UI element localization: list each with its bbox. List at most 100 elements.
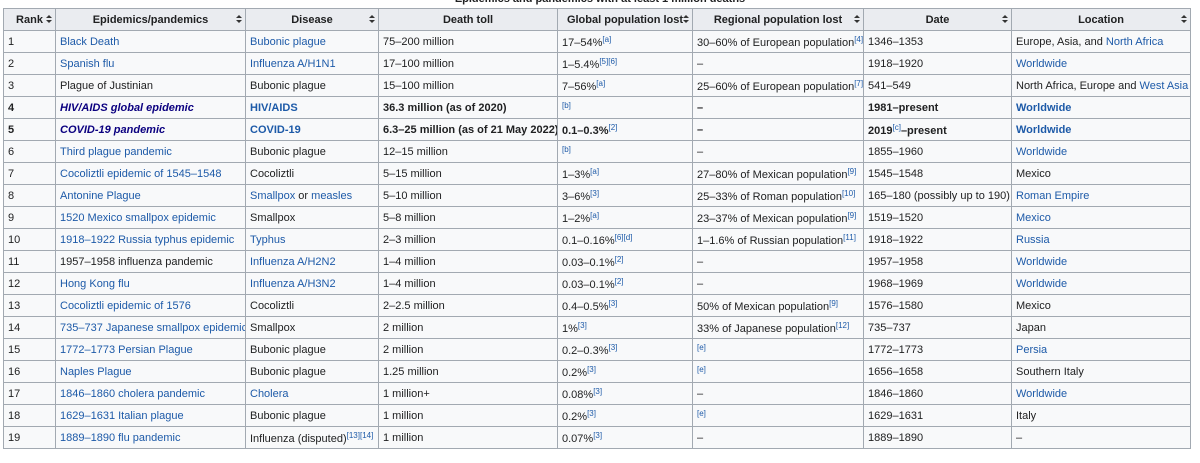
link[interactable]: Smallpox bbox=[250, 189, 296, 202]
reference[interactable]: [9] bbox=[829, 298, 838, 308]
link[interactable]: Influenza A/H2N2 bbox=[250, 255, 336, 268]
reference[interactable]: [a] bbox=[590, 210, 600, 220]
link[interactable]: Cocoliztli epidemic of 1576 bbox=[60, 299, 191, 312]
table-cell: – bbox=[692, 426, 864, 449]
cell-text: 6 bbox=[8, 145, 15, 158]
reference[interactable]: [3] bbox=[593, 430, 603, 440]
column-header[interactable]: Epidemics/pandemics bbox=[55, 8, 246, 31]
link[interactable]: Spanish flu bbox=[60, 57, 115, 70]
link[interactable]: Worldwide bbox=[1016, 101, 1072, 114]
link[interactable]: Antonine Plague bbox=[60, 189, 141, 202]
reference[interactable]: [3] bbox=[590, 188, 600, 198]
link[interactable]: Hong Kong flu bbox=[60, 277, 130, 290]
link[interactable]: Influenza A/H3N2 bbox=[250, 277, 336, 290]
table-cell: Typhus bbox=[245, 228, 379, 251]
reference[interactable]: [3] bbox=[593, 386, 603, 396]
table-cell: 1 bbox=[3, 30, 56, 53]
link[interactable]: Roman Empire bbox=[1016, 189, 1090, 202]
reference[interactable]: [12] bbox=[835, 320, 850, 330]
reference[interactable]: [13] bbox=[346, 430, 360, 440]
cell-text: Cocoliztli bbox=[250, 299, 295, 312]
reference[interactable]: [b] bbox=[562, 100, 571, 110]
reference[interactable]: [b] bbox=[562, 144, 571, 154]
cell-text: 1889–1890 bbox=[868, 431, 924, 444]
reference[interactable]: [d] bbox=[623, 232, 633, 242]
column-header[interactable]: Death toll bbox=[378, 8, 558, 31]
reference[interactable]: [e] bbox=[697, 342, 706, 352]
link[interactable]: West Asia bbox=[1139, 79, 1189, 92]
reference[interactable]: [a] bbox=[596, 78, 606, 88]
column-header[interactable]: Global population lost bbox=[557, 8, 693, 31]
cell-text: 1545–1548 bbox=[868, 167, 924, 180]
link[interactable]: 1889–1890 flu pandemic bbox=[60, 431, 181, 444]
link[interactable]: Bubonic plague bbox=[250, 35, 326, 48]
link[interactable]: Black Death bbox=[60, 35, 120, 48]
link[interactable]: COVID-19 pandemic bbox=[60, 123, 166, 136]
link[interactable]: Cocoliztli epidemic of 1545–1548 bbox=[60, 167, 222, 180]
reference[interactable]: [3] bbox=[608, 342, 618, 352]
link[interactable]: Worldwide bbox=[1016, 255, 1068, 268]
link[interactable]: HIV/AIDS global epidemic bbox=[60, 101, 194, 114]
reference[interactable]: [6] bbox=[614, 232, 624, 242]
link[interactable]: COVID-19 bbox=[250, 123, 301, 136]
link[interactable]: 1629–1631 Italian plague bbox=[60, 409, 184, 422]
table-row: 3 Plague of Justinian Bubonic plague 15–100… bbox=[3, 74, 1191, 97]
link[interactable]: North Africa bbox=[1105, 35, 1164, 48]
link[interactable]: Worldwide bbox=[1016, 387, 1068, 400]
link[interactable]: Influenza A/H1N1 bbox=[250, 57, 336, 70]
link[interactable]: 735–737 Japanese smallpox epidemic bbox=[60, 321, 246, 334]
link[interactable]: Worldwide bbox=[1016, 123, 1072, 136]
link[interactable]: Persia bbox=[1016, 343, 1048, 356]
link[interactable]: 1520 Mexico smallpox epidemic bbox=[60, 211, 216, 224]
reference[interactable]: [7] bbox=[854, 78, 864, 88]
reference[interactable]: [3] bbox=[587, 364, 596, 374]
link[interactable]: Russia bbox=[1016, 233, 1050, 246]
link[interactable]: Cholera bbox=[250, 387, 289, 400]
cell-text: Mexico bbox=[1016, 299, 1051, 312]
table-row: 13 Cocoliztli epidemic of 1576 Cocoliztli 2… bbox=[3, 294, 1191, 317]
column-header[interactable]: Date bbox=[863, 8, 1012, 31]
reference[interactable]: [10] bbox=[841, 188, 856, 198]
reference[interactable]: [6] bbox=[608, 56, 618, 66]
reference[interactable]: [9] bbox=[847, 210, 857, 220]
reference[interactable]: [a] bbox=[590, 166, 600, 176]
link[interactable]: Worldwide bbox=[1016, 277, 1068, 290]
reference[interactable]: [c] bbox=[892, 122, 901, 132]
reference[interactable]: [11] bbox=[843, 232, 856, 242]
column-header[interactable]: Location bbox=[1011, 8, 1191, 31]
reference[interactable]: [2] bbox=[614, 254, 624, 264]
link[interactable]: Typhus bbox=[250, 233, 286, 246]
reference[interactable]: [e] bbox=[697, 408, 706, 418]
link[interactable]: Worldwide bbox=[1016, 145, 1068, 158]
link[interactable]: 1918–1922 Russia typhus epidemic bbox=[60, 233, 235, 246]
table-cell: 18 bbox=[3, 404, 56, 427]
reference[interactable]: [14] bbox=[359, 430, 374, 440]
reference[interactable]: [e] bbox=[697, 364, 706, 374]
reference[interactable]: [3] bbox=[608, 298, 618, 308]
link[interactable]: 1772–1773 Persian Plague bbox=[60, 343, 193, 356]
column-header[interactable]: Disease bbox=[245, 8, 379, 31]
cell-text: 14 bbox=[8, 321, 21, 334]
reference[interactable]: [9] bbox=[847, 166, 857, 176]
reference[interactable]: [5] bbox=[599, 56, 609, 66]
cell-text: Cocoliztli bbox=[250, 167, 295, 180]
reference[interactable]: [2] bbox=[608, 122, 618, 132]
cell-text: 1629–1631 bbox=[868, 409, 924, 422]
link[interactable]: 1846–1860 cholera pandemic bbox=[60, 387, 205, 400]
reference[interactable]: [3] bbox=[577, 320, 587, 330]
link[interactable]: Naples Plague bbox=[60, 365, 132, 378]
table-cell: 1%[3] bbox=[557, 316, 693, 339]
link[interactable]: HIV/AIDS bbox=[250, 101, 298, 114]
link[interactable]: measles bbox=[311, 189, 353, 202]
table-cell: 1889–1890 flu pandemic bbox=[55, 426, 246, 449]
link[interactable]: Worldwide bbox=[1016, 57, 1068, 70]
reference[interactable]: [2] bbox=[614, 276, 624, 286]
table-cell: 7–56%[a] bbox=[557, 74, 693, 97]
reference[interactable]: [a] bbox=[602, 34, 612, 44]
link[interactable]: Mexico bbox=[1016, 211, 1051, 224]
reference[interactable]: [4] bbox=[854, 34, 864, 44]
reference[interactable]: [3] bbox=[587, 408, 596, 418]
link[interactable]: Third plague pandemic bbox=[60, 145, 172, 158]
column-header[interactable]: Rank bbox=[3, 8, 56, 31]
column-header[interactable]: Regional population lost bbox=[692, 8, 864, 31]
